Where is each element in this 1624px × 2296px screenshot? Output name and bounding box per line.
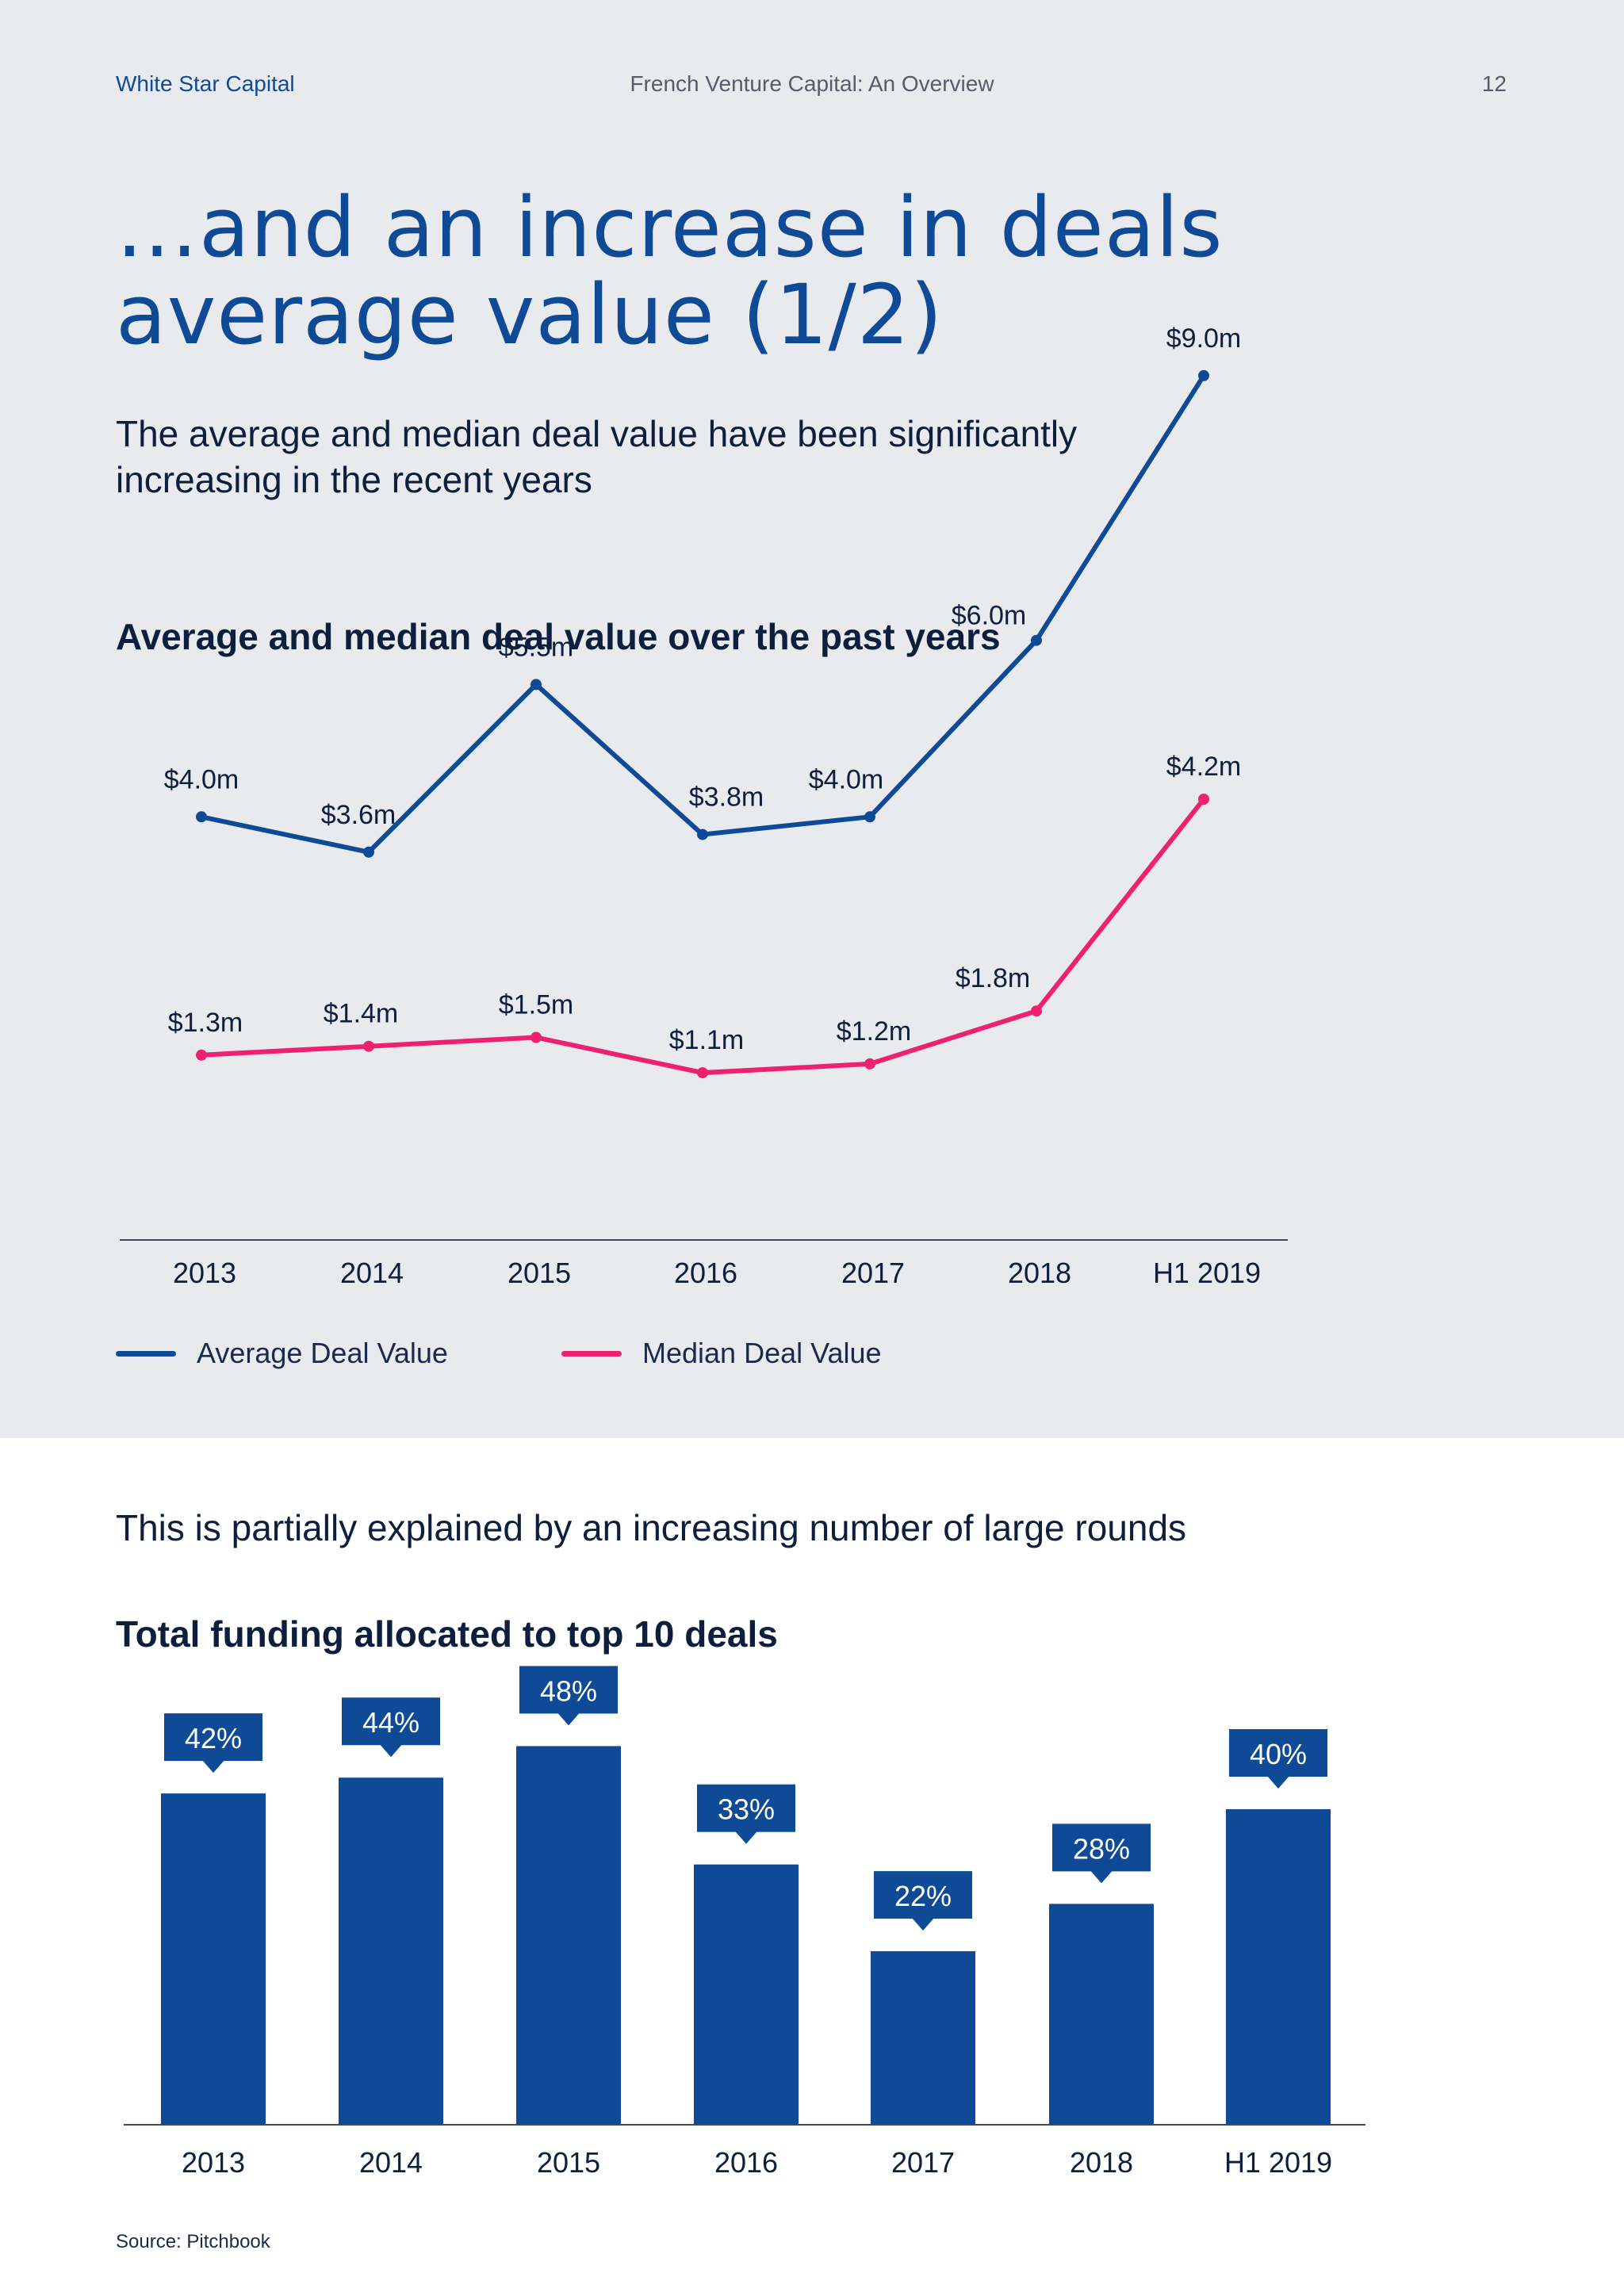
data-point-median [697, 1067, 708, 1079]
data-label-average: $4.0m [809, 764, 884, 794]
legend-median-swatch [561, 1350, 622, 1357]
value-callout-box [874, 1871, 972, 1919]
bar-value-label: 42% [185, 1722, 242, 1755]
x-tick-label: H1 2019 [1224, 2146, 1332, 2179]
data-point-average [697, 828, 708, 840]
x-tick-label: 2014 [340, 1257, 404, 1289]
data-label-average: $9.0m [1166, 323, 1242, 354]
data-label-average: $6.0m [952, 601, 1027, 631]
data-label-median: $1.4m [324, 999, 399, 1029]
data-point-average [363, 846, 374, 858]
value-callout-box [1229, 1729, 1327, 1777]
data-point-average [1031, 634, 1042, 646]
value-callout-pointer [912, 1918, 934, 1931]
data-point-median [864, 1058, 875, 1070]
bar-value-label: 33% [718, 1793, 775, 1826]
value-callout-pointer [380, 1744, 402, 1758]
data-point-median [1031, 1005, 1042, 1017]
line-chart: $4.0m $3.6m $5.5m $3.8m $4.0m $6.0m $9.0m $1.3m… [120, 323, 1288, 1289]
value-callout-box [697, 1784, 795, 1832]
data-label-median: $1.5m [499, 990, 574, 1020]
x-tick-label: H1 2019 [1153, 1257, 1261, 1289]
legend-median: Median Deal Value [561, 1337, 882, 1370]
line-chart-title: Average and median deal value over the p… [116, 616, 1001, 657]
x-tick-label: 2018 [1070, 2146, 1133, 2179]
data-label-median: $4.2m [1166, 752, 1242, 782]
x-tick-label: 2016 [714, 2146, 778, 2179]
document-title: French Venture Capital: An Overview [630, 71, 994, 96]
source-note: Source: Pitchbook [116, 2231, 270, 2252]
legend-average-label: Average Deal Value [197, 1337, 448, 1369]
bar [339, 1777, 443, 2125]
value-callout-pointer [557, 1712, 580, 1726]
x-tick-label: 2014 [359, 2146, 423, 2179]
value-callout-pointer [735, 1831, 757, 1844]
data-label-average: $3.8m [689, 783, 764, 813]
top-section-background [0, 0, 1624, 1438]
value-callout-pointer [1267, 1776, 1289, 1789]
value-callout-pointer [1090, 1870, 1113, 1884]
bar-chart-title: Total funding allocated to top 10 deals [116, 1613, 778, 1655]
page-number: 12 [1481, 71, 1507, 96]
data-label-average: $5.5m [499, 632, 574, 662]
data-label-median: $1.1m [669, 1025, 745, 1055]
legend-average: Average Deal Value [116, 1337, 448, 1370]
data-point-average [196, 811, 207, 823]
brand-name: White Star Capital [116, 71, 295, 96]
bar-value-label: 28% [1073, 1832, 1130, 1865]
x-tick-label: 2015 [537, 2146, 600, 2179]
bar [871, 1951, 975, 2125]
legend-median-label: Median Deal Value [642, 1337, 882, 1369]
bar-value-label: 22% [894, 1880, 952, 1912]
data-point-average [1198, 369, 1209, 381]
explanation-text: This is partially explained by an increa… [116, 1507, 1187, 1548]
x-tick-label: 2016 [674, 1257, 737, 1289]
value-callout-box [342, 1697, 440, 1746]
data-label-median: $1.8m [956, 963, 1031, 993]
bar [1226, 1809, 1331, 2125]
page-title: …and an increase in deals average value … [116, 179, 1224, 363]
bar [516, 1746, 621, 2125]
value-callout-box [519, 1666, 618, 1714]
x-tick-label: 2015 [508, 1257, 571, 1289]
page-subtitle: The average and median deal value have b… [116, 413, 1078, 500]
x-tick-label: 2017 [891, 2146, 955, 2179]
x-tick-label: 2013 [173, 1257, 236, 1289]
data-point-average [530, 679, 542, 691]
data-point-average [864, 811, 875, 823]
value-callout-box [164, 1713, 262, 1762]
data-label-median: $1.2m [837, 1016, 912, 1047]
data-label-average: $4.0m [164, 764, 239, 794]
data-point-median [363, 1040, 374, 1052]
bar [694, 1864, 799, 2125]
bar-value-label: 48% [540, 1674, 597, 1707]
value-callout-pointer [202, 1760, 224, 1774]
x-tick-label: 2013 [182, 2146, 245, 2179]
bar-value-label: 40% [1250, 1738, 1307, 1770]
x-tick-label: 2017 [841, 1257, 905, 1289]
data-point-median [1198, 794, 1209, 805]
x-tick-label: 2018 [1008, 1257, 1071, 1289]
bar [161, 1793, 266, 2125]
data-point-median [196, 1049, 207, 1061]
bar [1049, 1904, 1154, 2125]
value-callout-box [1052, 1823, 1151, 1872]
data-label-median: $1.3m [168, 1008, 243, 1038]
data-label-average: $3.6m [321, 800, 396, 830]
data-point-median [530, 1031, 542, 1043]
legend-average-swatch [116, 1350, 176, 1357]
bar-value-label: 44% [362, 1706, 419, 1739]
